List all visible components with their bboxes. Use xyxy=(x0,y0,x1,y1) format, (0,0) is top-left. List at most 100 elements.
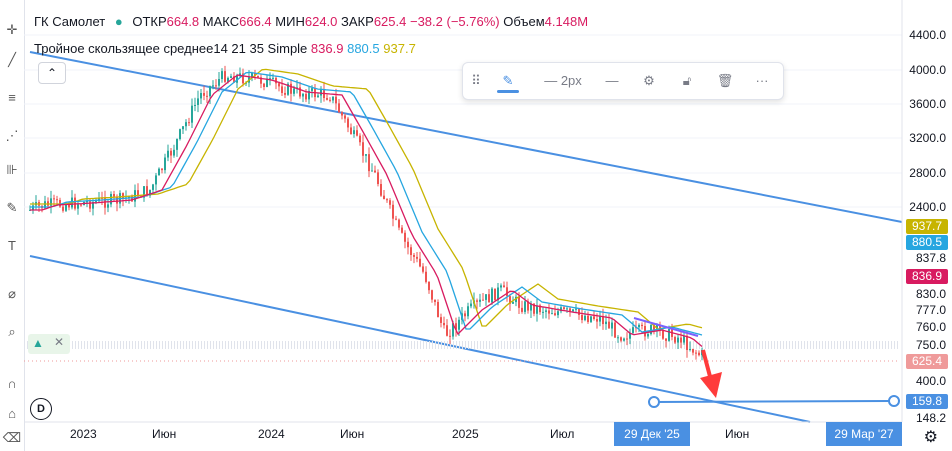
ray-handle-left[interactable] xyxy=(648,396,660,408)
trash-icon[interactable]: ⌫ xyxy=(2,430,22,445)
trash-icon[interactable]: 🗑︎ xyxy=(716,73,734,88)
fib-icon[interactable]: ≡ xyxy=(8,90,16,105)
red-arrow-icon xyxy=(700,349,722,398)
candle-body xyxy=(554,313,556,316)
candle-body xyxy=(260,77,262,84)
candle-body xyxy=(458,319,460,330)
candle-body xyxy=(605,321,607,325)
candle-body xyxy=(665,338,667,341)
candle-body xyxy=(305,93,307,100)
line-style-icon[interactable]: — xyxy=(605,73,619,88)
candle-body xyxy=(617,337,619,339)
line-width-button[interactable]: — 2px xyxy=(535,71,591,91)
alert-tree-icon: ▲ xyxy=(32,336,44,350)
symbol-name[interactable]: ГК Самолет xyxy=(34,14,106,29)
candle-body xyxy=(548,310,550,314)
price-axis-label: 750.0 xyxy=(915,338,946,352)
zoom-icon[interactable]: ⌕ xyxy=(8,324,16,339)
candle-body xyxy=(188,122,190,124)
lock-icon[interactable]: 🔓︎ xyxy=(682,73,692,88)
brush-icon[interactable]: ✎ xyxy=(6,200,18,215)
candle-body xyxy=(413,255,415,257)
collapse-legend-button[interactable]: ⌃ xyxy=(38,62,66,84)
price-axis-label: 4400.0 xyxy=(909,28,946,42)
candle-body xyxy=(470,303,472,307)
settings-gear-icon[interactable]: ⚙ xyxy=(643,73,655,88)
candle-body xyxy=(407,241,409,248)
candle-body xyxy=(533,303,535,314)
crosshair-icon[interactable]: ✛ xyxy=(6,22,18,37)
candle-body xyxy=(653,324,655,330)
drawing-floating-toolbar: ⠿ ✎ — 2px — ⚙ 🔓︎ 🗑︎ ··· xyxy=(462,62,784,100)
more-options-icon[interactable]: ··· xyxy=(755,73,769,88)
candle-body xyxy=(191,105,193,123)
open-value: 664.8 xyxy=(166,14,200,29)
candle-body xyxy=(428,281,430,291)
lock-icon[interactable]: ⌂ xyxy=(8,406,16,421)
indicator-name: Тройное скользящее среднее14 21 35 Simpl… xyxy=(34,41,308,56)
candle-body xyxy=(674,336,676,343)
candle-body xyxy=(686,335,688,350)
candle-body xyxy=(425,271,427,282)
indicator-legend[interactable]: Тройное скользящее среднее14 21 35 Simpl… xyxy=(34,41,416,56)
upper-channel-line[interactable] xyxy=(29,51,903,223)
candle-body xyxy=(221,71,223,80)
candle-body xyxy=(53,198,55,200)
candle-body xyxy=(203,93,205,96)
candle-body xyxy=(74,197,76,209)
candle-body xyxy=(623,338,625,341)
close-label: ЗАКР xyxy=(341,14,374,29)
candle-body xyxy=(158,168,160,176)
candle-body xyxy=(350,127,352,135)
candle-body xyxy=(59,199,61,207)
pattern-icon[interactable]: ⋰ xyxy=(5,128,19,143)
lower-channel-line[interactable] xyxy=(29,255,811,423)
ruler-icon[interactable]: ⌀ xyxy=(8,286,16,301)
candle-body xyxy=(578,308,580,315)
candle-body xyxy=(92,201,94,209)
candle-body xyxy=(263,83,265,87)
candle-body xyxy=(80,204,82,206)
line-color-icon[interactable]: ✎ xyxy=(502,73,514,88)
candle-body xyxy=(632,327,634,333)
timeframe-d-button[interactable]: D xyxy=(30,398,52,420)
candle-body xyxy=(161,168,163,171)
short-trendline[interactable] xyxy=(633,317,699,337)
candle-body xyxy=(467,306,469,317)
candle-body xyxy=(434,299,436,302)
candle-body xyxy=(521,307,523,312)
horizontal-ray[interactable] xyxy=(653,400,895,403)
price-axis-label: 3600.0 xyxy=(909,97,946,111)
candle-body xyxy=(506,287,508,297)
drag-handle-icon[interactable]: ⠿ xyxy=(471,73,481,88)
candle-body xyxy=(584,315,586,321)
text-icon[interactable]: T xyxy=(8,238,16,253)
candle-body xyxy=(236,75,238,83)
low-label: МИН xyxy=(275,14,305,29)
candle-body xyxy=(485,294,487,300)
close-icon[interactable]: ✕ xyxy=(54,335,65,349)
candle-body xyxy=(56,199,58,201)
magnet-icon[interactable]: ∩ xyxy=(7,376,17,391)
candle-body xyxy=(338,103,340,113)
candle-body xyxy=(551,313,553,315)
projection-icon[interactable]: ⊪ xyxy=(6,162,18,177)
candle-body xyxy=(62,206,64,211)
candle-body xyxy=(662,330,664,339)
candle-body xyxy=(659,324,661,331)
chart-settings-gear-icon[interactable]: ⚙ xyxy=(923,429,938,446)
alert-widget[interactable]: ▲ ✕ xyxy=(28,334,70,354)
candle-body xyxy=(476,300,478,302)
candle-body xyxy=(572,309,574,312)
candle-body xyxy=(398,219,400,228)
time-axis-label: 2024 xyxy=(258,427,285,441)
ray-handle-right[interactable] xyxy=(888,395,900,407)
trendline-icon[interactable]: ╱ xyxy=(8,52,16,67)
candle-body xyxy=(206,95,208,97)
candle-body xyxy=(491,288,493,303)
candle-body xyxy=(515,296,517,303)
candle-body xyxy=(560,307,562,312)
candle-body xyxy=(620,337,622,341)
candle-body xyxy=(269,78,271,80)
